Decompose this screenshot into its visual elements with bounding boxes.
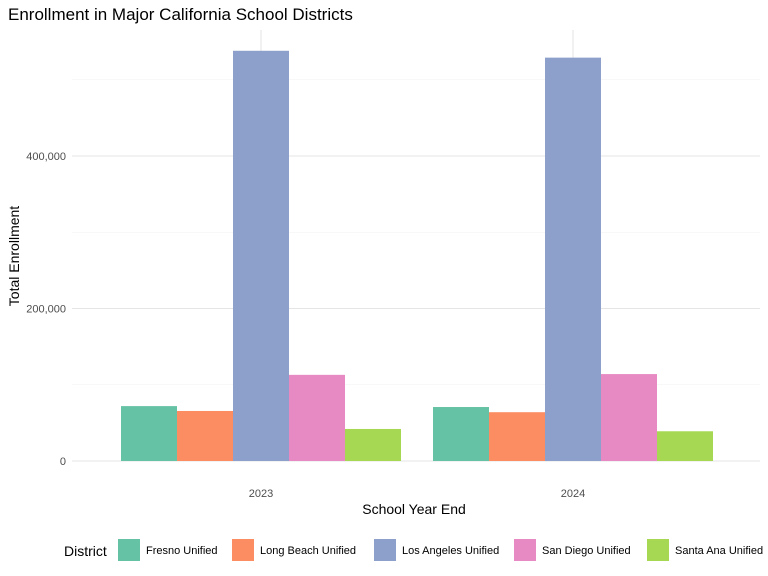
bar-fresno-unified-2024 [433, 407, 489, 461]
bar-santa-ana-unified-2024 [657, 431, 713, 461]
legend-swatch [647, 539, 669, 561]
x-ticks: 2023 2024 [249, 488, 585, 500]
legend-label: San Diego Unified [542, 545, 631, 557]
bars [121, 50, 713, 462]
y-ticks: 0 200,000 400,000 [26, 151, 66, 468]
chart-title: Enrollment in Major California School Di… [8, 5, 353, 24]
legend-label: Fresno Unified [146, 545, 218, 557]
legend-label: Santa Ana Unified [675, 545, 763, 557]
bar-san-diego-unified-2024 [601, 374, 657, 461]
legend: Fresno Unified Long Beach Unified Los Ange… [118, 539, 763, 561]
x-axis-label: School Year End [362, 501, 466, 517]
bar-san-diego-unified-2023 [289, 374, 345, 461]
legend-swatch [118, 539, 140, 561]
y-axis-label: Total Enrollment [6, 206, 22, 306]
bar-los-angeles-unified-2023 [233, 50, 289, 462]
legend-label: Los Angeles Unified [402, 545, 499, 557]
legend-swatch [374, 539, 396, 561]
y-tick-label: 200,000 [26, 304, 66, 316]
bar-long-beach-unified-2023 [177, 410, 233, 461]
legend-title: District [64, 543, 107, 559]
legend-swatch [514, 539, 536, 561]
bar-santa-ana-unified-2023 [345, 428, 401, 461]
bar-los-angeles-unified-2024 [545, 57, 601, 461]
x-tick-label: 2023 [249, 488, 273, 500]
y-tick-label: 400,000 [26, 151, 66, 163]
bar-fresno-unified-2023 [121, 406, 177, 461]
y-tick-label: 0 [60, 456, 66, 468]
bar-long-beach-unified-2024 [489, 412, 545, 461]
legend-label: Long Beach Unified [260, 545, 356, 557]
x-tick-label: 2024 [561, 488, 585, 500]
legend-swatch [232, 539, 254, 561]
